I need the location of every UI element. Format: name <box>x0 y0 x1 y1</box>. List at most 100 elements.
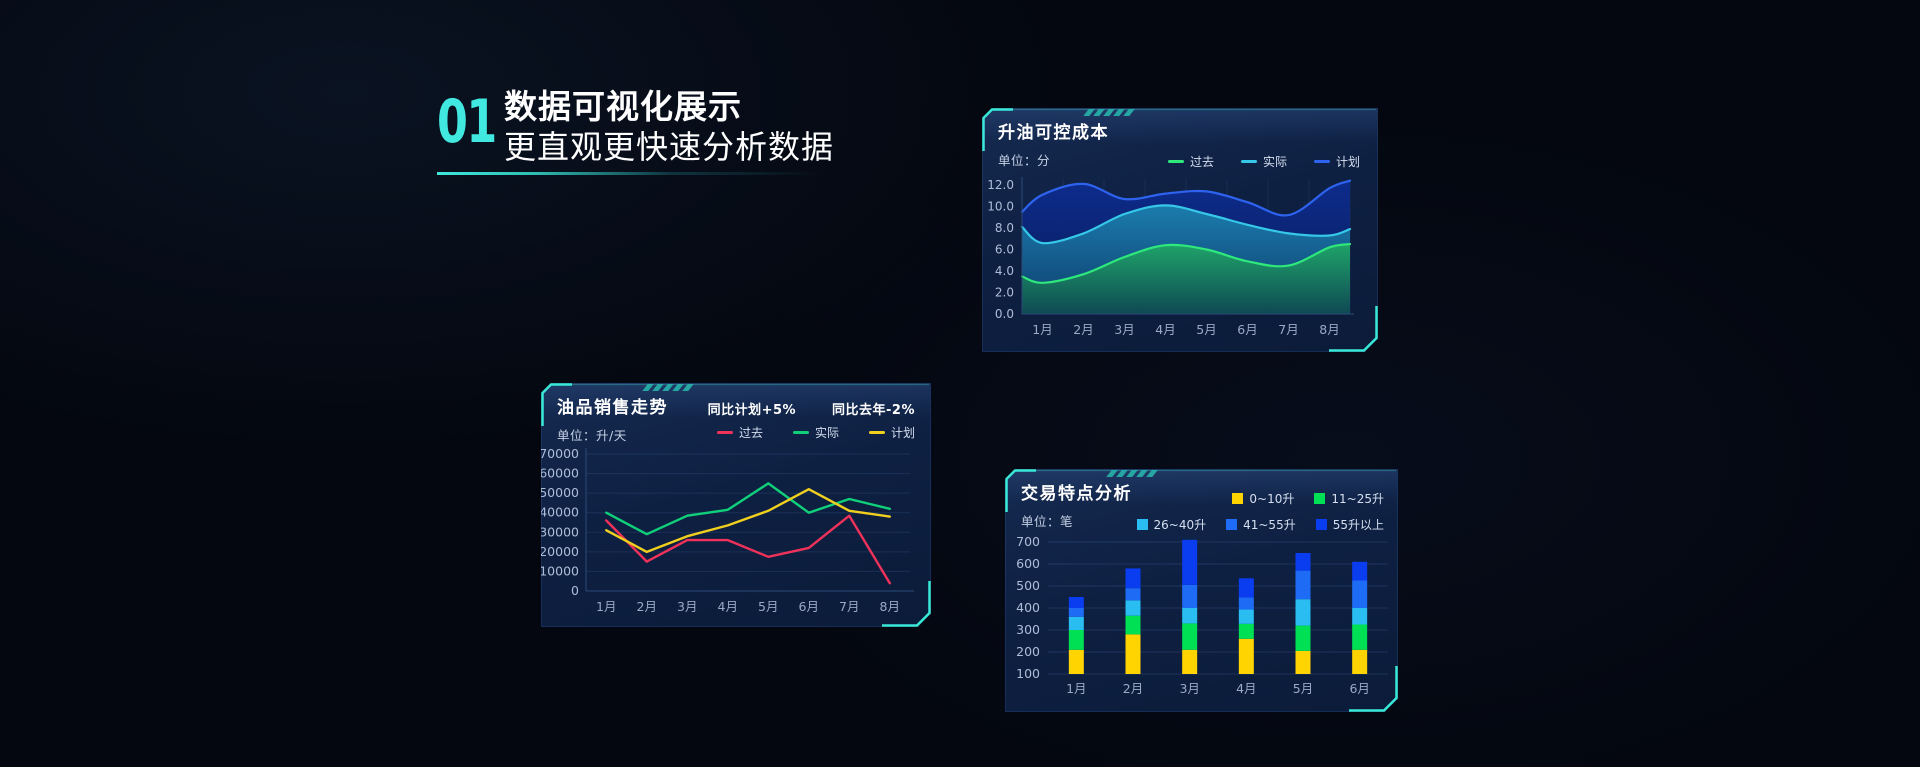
svg-text:8月: 8月 <box>880 599 900 614</box>
legend-swatch <box>716 431 733 434</box>
svg-text:7月: 7月 <box>839 599 859 614</box>
svg-text:3月: 3月 <box>1179 681 1199 696</box>
legend-swatch <box>1232 493 1244 504</box>
panel-title: 油品销售走势 <box>557 398 668 418</box>
panel-title: 交易特点分析 <box>1021 484 1132 504</box>
section-title-line1: 数据可视化展示 <box>504 87 742 126</box>
legend-item-计划[interactable]: 计划 <box>868 424 915 441</box>
legend-item-实际[interactable]: 实际 <box>1240 153 1287 170</box>
unit-label: 单位：分 <box>998 153 1051 168</box>
legend-swatch <box>1315 519 1327 530</box>
legend-label: 过去 <box>738 426 763 440</box>
svg-text:12.0: 12.0 <box>987 178 1014 192</box>
legend-item-0~10升[interactable]: 0~10升 <box>1232 490 1294 507</box>
trade-legend: 0~10升 11~25升 26~40升 41~55升 55升以上 <box>1136 490 1384 533</box>
svg-text:0: 0 <box>571 583 579 598</box>
section-title-line2: 更直观更快速分析数据 <box>504 128 835 166</box>
legend-label: 0~10升 <box>1249 492 1295 506</box>
legend-item-41~55升[interactable]: 41~55升 <box>1226 516 1296 533</box>
svg-text:6月: 6月 <box>1237 322 1257 337</box>
sales-panel: 油品销售走势 单位：升/天 同比计划+5% 同比去年-2% 过去 实际 计划 700… <box>541 383 931 627</box>
svg-text:600: 600 <box>1016 556 1040 571</box>
yoy-badges: 同比计划+5% 同比去年-2% <box>708 399 915 418</box>
svg-text:1月: 1月 <box>1032 322 1052 337</box>
svg-text:2月: 2月 <box>1123 681 1143 696</box>
svg-text:400: 400 <box>1016 600 1040 615</box>
legend-label: 26~40升 <box>1153 518 1207 532</box>
trade-panel: 交易特点分析 单位：笔 0~10升 11~25升 26~40升 41~55升 55升以上… <box>1005 469 1398 712</box>
legend-row: 26~40升 41~55升 55升以上 <box>1136 516 1384 533</box>
svg-text:1月: 1月 <box>596 599 616 614</box>
svg-text:4月: 4月 <box>1155 322 1175 337</box>
legend-row: 0~10升 11~25升 <box>1232 490 1384 507</box>
section-underline <box>437 172 825 175</box>
legend-label: 实际 <box>1262 155 1287 169</box>
sales-line-chart: 70000 60000 50000 40000 30000 20000 10000 0 1月 2月… <box>541 446 914 614</box>
svg-text:6.0: 6.0 <box>995 243 1014 257</box>
svg-text:6月: 6月 <box>1349 681 1369 696</box>
svg-text:2.0: 2.0 <box>995 286 1014 300</box>
svg-text:100: 100 <box>1016 666 1040 681</box>
svg-text:60000: 60000 <box>541 466 579 481</box>
svg-text:2月: 2月 <box>1073 322 1093 337</box>
legend-item-实际[interactable]: 实际 <box>792 424 839 441</box>
svg-text:7月: 7月 <box>1278 322 1298 337</box>
svg-text:3月: 3月 <box>677 599 697 614</box>
badge-plan-yoy: 同比计划+5% <box>707 403 797 418</box>
legend-item-26~40升[interactable]: 26~40升 <box>1136 516 1207 533</box>
unit-label: 单位：笔 <box>1021 514 1074 529</box>
legend-item-55升以上[interactable]: 55升以上 <box>1315 516 1384 533</box>
svg-text:700: 700 <box>1016 534 1040 549</box>
svg-text:10000: 10000 <box>541 563 579 578</box>
panel-title: 升油可控成本 <box>998 123 1109 143</box>
legend-swatch <box>792 431 809 434</box>
svg-text:10.0: 10.0 <box>987 200 1014 214</box>
legend-item-计划[interactable]: 计划 <box>1313 153 1360 170</box>
svg-text:8.0: 8.0 <box>995 221 1014 235</box>
badge-lastyear-yoy: 同比去年-2% <box>832 403 915 418</box>
svg-text:1月: 1月 <box>1066 681 1086 696</box>
svg-text:70000: 70000 <box>541 446 579 461</box>
legend-label: 55升以上 <box>1332 518 1384 532</box>
legend-swatch <box>1136 519 1148 530</box>
svg-text:8月: 8月 <box>1319 322 1339 337</box>
legend-label: 41~55升 <box>1243 518 1296 532</box>
section-title: 数据可视化展示 更直观更快速分析数据 <box>504 86 834 168</box>
cost-area-chart: 12.0 10.0 8.0 6.0 4.0 2.0 0.0 1月 2月 3月 4月 5月 6月 7月 8月 <box>987 177 1354 337</box>
legend-swatch <box>868 431 885 434</box>
svg-text:3月: 3月 <box>1114 322 1134 337</box>
svg-text:500: 500 <box>1016 578 1040 593</box>
svg-text:4月: 4月 <box>718 599 738 614</box>
svg-text:0.0: 0.0 <box>995 307 1014 321</box>
legend-swatch <box>1313 160 1330 163</box>
svg-text:2月: 2月 <box>637 599 657 614</box>
svg-text:5月: 5月 <box>1293 681 1313 696</box>
legend-label: 计划 <box>890 426 915 440</box>
svg-text:4月: 4月 <box>1236 681 1256 696</box>
svg-text:5月: 5月 <box>758 599 778 614</box>
section-number: 01 <box>437 87 497 157</box>
legend-label: 计划 <box>1335 155 1360 169</box>
legend-item-过去[interactable]: 过去 <box>716 424 763 441</box>
legend-swatch <box>1314 493 1326 504</box>
svg-text:4.0: 4.0 <box>995 264 1014 278</box>
svg-text:6月: 6月 <box>799 599 819 614</box>
legend-swatch <box>1240 160 1257 163</box>
svg-text:40000: 40000 <box>541 505 579 520</box>
svg-text:50000: 50000 <box>541 485 579 500</box>
cost-panel: 升油可控成本 单位：分 过去 实际 计划 12.0 10.0 8.0 6.0 4.0 2.0 0… <box>982 108 1378 352</box>
legend-swatch <box>1167 160 1184 163</box>
trade-bar-chart: 1月 2月 3月 4月 5月 6月 700 600 500 400 300 200 100 <box>1016 534 1388 696</box>
sales-legend: 过去 实际 计划 <box>716 424 915 441</box>
legend-label: 11~25升 <box>1331 492 1384 506</box>
svg-text:5月: 5月 <box>1196 322 1216 337</box>
svg-text:300: 300 <box>1016 622 1040 637</box>
cost-legend: 过去 实际 计划 <box>1167 153 1360 170</box>
legend-item-过去[interactable]: 过去 <box>1167 153 1214 170</box>
svg-text:20000: 20000 <box>541 544 579 559</box>
legend-item-11~25升[interactable]: 11~25升 <box>1314 490 1384 507</box>
unit-label: 单位：升/天 <box>557 428 627 443</box>
legend-label: 过去 <box>1189 155 1214 169</box>
legend-swatch <box>1226 519 1238 530</box>
